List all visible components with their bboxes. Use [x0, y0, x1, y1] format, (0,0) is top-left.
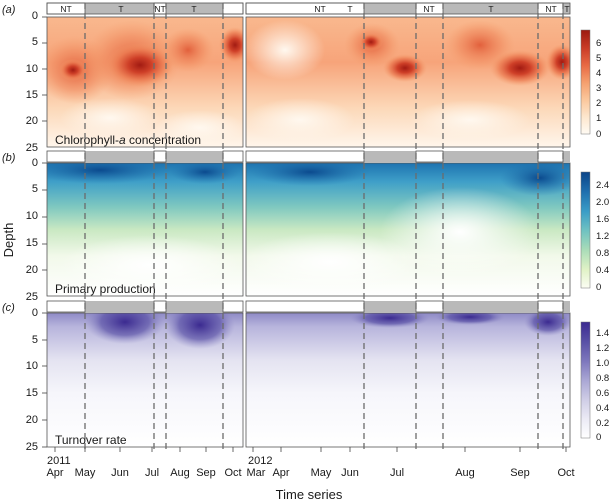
y-tick-label: 10: [26, 360, 38, 372]
colorbar-tick: 1.6: [596, 214, 609, 225]
x-tick-label: Apr: [272, 467, 289, 479]
x-tick-label: Oct: [224, 467, 241, 479]
colorbar-tick: 0.2: [596, 418, 609, 429]
y-tick-label: 5: [32, 183, 38, 195]
period-label: NT: [154, 4, 165, 14]
x-tick-label: Apr: [46, 467, 63, 479]
panel-c-mixing-bar: [46, 300, 570, 313]
x-axis-title: Time series: [276, 487, 343, 502]
x-tick-label: Oct: [557, 467, 574, 479]
y-axis-title: Depth: [1, 223, 16, 258]
panel-a-title: Chlorophyll-a concentration: [55, 133, 201, 147]
y-tick-label: 0: [32, 307, 38, 319]
y-tick-label: 0: [32, 10, 38, 22]
year-label: 2011: [47, 455, 71, 467]
y-tick-label: 25: [26, 142, 38, 154]
y-tick-label: 20: [26, 264, 38, 276]
colorbar-tick: 1.2: [596, 231, 609, 242]
x-tick-label: Jul: [390, 467, 404, 479]
panel-label-b: (b): [2, 152, 16, 164]
y-tick-label: 5: [32, 334, 38, 346]
colorbar-tick: 0: [596, 282, 601, 293]
panel-c-colorbar: 0 0.2 0.4 0.6 0.8 1.0 1.2 1.4: [580, 321, 609, 443]
panel-c-heatmap-2011: [47, 313, 243, 447]
colorbar-tick: 2: [596, 98, 601, 109]
x-tick-label: May: [75, 467, 96, 479]
period-label: NT: [423, 4, 434, 14]
y-tick-label: 5: [32, 36, 38, 48]
x-tick-label: Jul: [145, 467, 159, 479]
colorbar-tick: 0.8: [596, 373, 609, 384]
panel-a-heatmap-2011: [47, 17, 243, 147]
x-tick-label: May: [311, 467, 332, 479]
colorbar-tick: 0: [596, 129, 601, 140]
panel-b: (b) Primary production 0 5 10 15 20 25 0…: [2, 150, 609, 303]
colorbar-tick: 0.4: [596, 265, 609, 276]
colorbar-tick: 1: [596, 113, 601, 124]
colorbar-tick: 1.2: [596, 343, 609, 354]
x-tick-label: Aug: [170, 467, 190, 479]
period-label: NT: [314, 4, 325, 14]
colorbar-tick: 0.8: [596, 248, 609, 259]
x-tick-label: Sep: [196, 467, 216, 479]
panel-label-c: (c): [2, 302, 15, 314]
panel-b-title: Primary production: [55, 282, 156, 296]
year-label: 2012: [248, 455, 272, 467]
colorbar-tick: 1.0: [596, 358, 609, 369]
panel-b-heatmap-2012: [246, 163, 570, 296]
panel-b-colorbar: 0 0.4 0.8 1.2 1.6 2.0 2.4: [580, 171, 609, 293]
y-tick-label: 10: [26, 63, 38, 75]
panel-a-y-axis: 0 5 10 15 20 25: [26, 10, 47, 154]
panel-a: NT T NT T NT T NT T NT T (a) Chlorophyll…: [2, 2, 601, 154]
y-tick-label: 15: [26, 237, 38, 249]
panel-c: (c) Turnover rate 0 5 10 15 20 25 0 0.2 …: [2, 300, 609, 453]
y-tick-label: 25: [26, 291, 38, 303]
y-tick-label: 0: [32, 157, 38, 169]
y-tick-label: 15: [26, 387, 38, 399]
panel-a-mixing-bar: NT T NT T NT T NT T NT T: [46, 2, 571, 15]
colorbar-tick: 3: [596, 83, 601, 94]
colorbar-tick: 0: [596, 432, 601, 443]
colorbar-tick: 4: [596, 68, 601, 79]
x-axis: 2011 2012 Apr May Jun Jul Aug Sep Oct Ma…: [46, 447, 575, 502]
x-tick-label: Sep: [510, 467, 530, 479]
period-label: NT: [545, 4, 556, 14]
y-tick-label: 25: [26, 441, 38, 453]
y-tick-label: 15: [26, 89, 38, 101]
colorbar-tick: 0.6: [596, 388, 609, 399]
colorbar-tick: 1.4: [596, 328, 609, 339]
panel-c-y-axis: 0 5 10 15 20 25: [26, 307, 47, 453]
period-label: T: [488, 4, 493, 14]
colorbar-tick: 5: [596, 53, 601, 64]
colorbar-tick: 2.0: [596, 197, 609, 208]
panel-b-y-axis: 0 5 10 15 20 25: [26, 157, 47, 303]
period-label: T: [191, 4, 196, 14]
panel-c-heatmap-2012: [246, 313, 570, 447]
panel-a-heatmap-2012: [246, 17, 570, 147]
panel-a-colorbar: 0 1 2 3 4 5 6: [580, 29, 601, 140]
period-divider-lines: [84, 3, 564, 452]
panel-c-title: Turnover rate: [55, 433, 127, 447]
colorbar-tick: 2.4: [596, 180, 609, 191]
y-tick-label: 20: [26, 414, 38, 426]
x-tick-label: Mar: [247, 467, 266, 479]
period-label: T: [564, 4, 569, 14]
y-tick-label: 20: [26, 115, 38, 127]
x-tick-label: Jun: [111, 467, 129, 479]
panel-label-a: (a): [2, 4, 16, 16]
y-tick-label: 10: [26, 210, 38, 222]
x-tick-label: Jun: [341, 467, 359, 479]
period-label: NT: [60, 4, 71, 14]
panel-b-mixing-bar: [46, 150, 570, 163]
colorbar-tick: 0.4: [596, 403, 609, 414]
period-label: T: [347, 4, 352, 14]
colorbar-tick: 6: [596, 38, 601, 49]
x-tick-label: Aug: [455, 467, 475, 479]
panel-b-heatmap-2011: [47, 163, 243, 296]
period-label: T: [118, 4, 123, 14]
